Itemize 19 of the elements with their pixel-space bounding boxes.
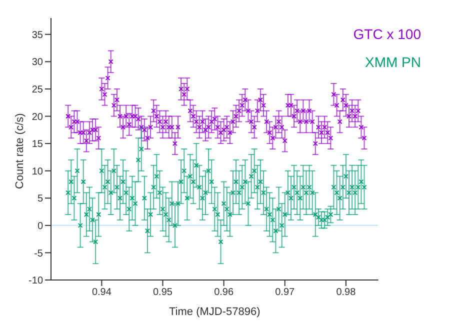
x-tick-label: 0.95 [153, 287, 173, 298]
y-tick-label: 0 [37, 220, 44, 232]
y-tick-label: 5 [37, 194, 44, 205]
y-tick-label: -10 [28, 276, 44, 287]
y-tick-label: 35 [32, 30, 44, 41]
x-axis-title: Time (MJD-57896) [169, 306, 260, 318]
y-tick-label: 25 [32, 84, 44, 96]
text: XMM PN [364, 54, 421, 70]
text: GTC x 100 [353, 26, 421, 42]
y-tick-label: 15 [32, 139, 44, 150]
y-tick-label: 30 [32, 57, 44, 68]
x-tick-label: 0.96 [214, 287, 234, 298]
y-tick-label: 20 [32, 112, 44, 123]
x-tick-label: 0.98 [336, 287, 356, 298]
y-tick-label: 10 [32, 166, 44, 178]
y-axis-title: Count rate (c/s) [14, 113, 26, 189]
x-tick-label: 0.94 [92, 287, 112, 298]
y-tick-label: -5 [34, 248, 44, 260]
x-tick-label: 0.97 [275, 287, 296, 298]
